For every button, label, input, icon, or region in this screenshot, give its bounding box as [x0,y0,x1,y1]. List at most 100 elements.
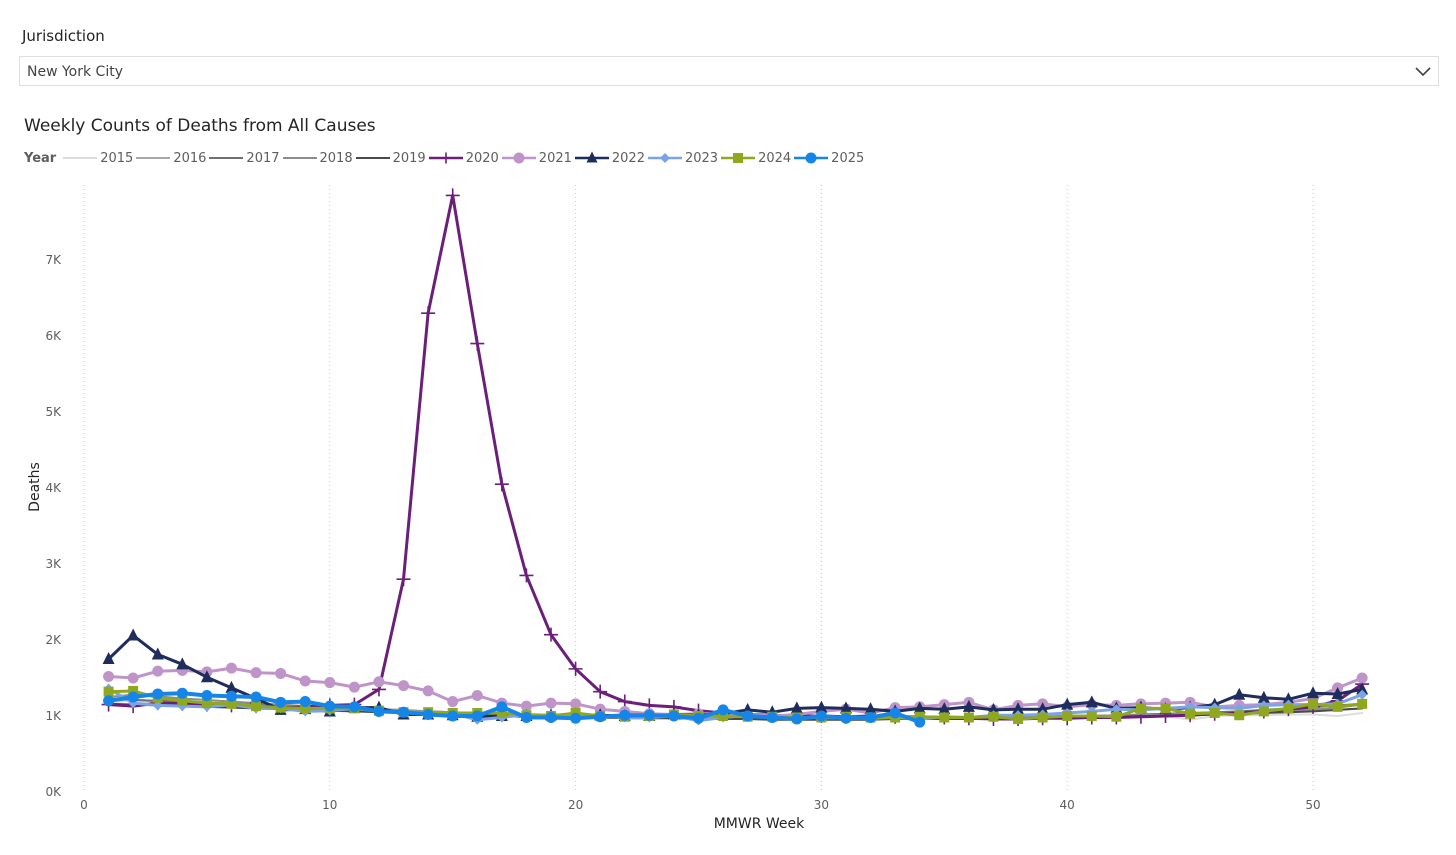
point-2021-w11 [348,681,360,693]
legend-item-2025[interactable]: 2025 [793,151,864,166]
point-2022-w1 [102,652,115,664]
point-2024-w40 [1062,711,1073,721]
x-tick-label-30: 30 [814,798,829,812]
point-2022-w32 [864,702,877,715]
filter-label: Jurisdiction [22,27,105,45]
point-2020-w19 [544,627,559,642]
point-2021-w1 [103,670,115,682]
y-tick-label-4000: 4K [45,481,62,495]
point-2023-w52 [1357,689,1368,700]
x-tick-label-10: 10 [322,798,337,812]
legend-item-2015[interactable]: 2015 [62,151,133,166]
point-2025-w11 [348,701,360,713]
legend-swatch-2017 [209,157,244,159]
point-2021-w7 [250,667,262,679]
series-2025 [103,687,926,728]
point-2025-w21 [594,711,606,723]
point-2025-w28 [766,712,778,724]
point-2021-w15 [447,696,459,708]
legend-swatch-2018 [282,157,317,159]
point-2022-w3 [151,647,164,660]
legend-label-2017: 2017 [246,150,280,166]
point-2025-w10 [324,700,336,712]
legend-swatch-2024 [721,153,756,163]
point-2024-w50 [1308,698,1318,709]
point-2024-w46 [1209,707,1220,718]
point-2025-w15 [447,710,459,722]
point-2024-w42 [1111,711,1122,722]
point-2022-w5 [200,670,213,683]
point-2022-w36 [962,699,975,712]
legend-label-2016: 2016 [173,150,207,166]
point-2022-w31 [839,701,852,714]
legend-swatch-2022 [574,151,609,163]
legend-item-2019[interactable]: 2019 [355,151,426,166]
y-tick-label-5000: 5K [45,405,62,419]
point-2024-w4 [177,695,188,706]
series-line-2020 [107,193,1364,721]
y-tick-label-2000: 2K [45,633,62,647]
point-2025-w34 [914,716,926,728]
legend-swatch-2023 [647,153,682,163]
point-2022-w39 [1036,702,1049,715]
point-2024-w35 [939,712,950,723]
point-2021-w8 [275,667,287,679]
legend-label-2024: 2024 [758,150,792,166]
legend-label-2015: 2015 [100,150,134,166]
jurisdiction-dropdown[interactable]: New York City [19,56,1439,86]
point-2021-w20 [570,698,582,710]
point-2024-w37 [988,711,999,722]
series-line-2024 [107,689,1364,721]
y-tick-label-0: 0K [45,785,62,799]
chart-title: Weekly Counts of Deaths from All Causes [24,116,376,136]
point-2021-w2 [127,672,139,684]
point-2020-w16 [470,336,485,351]
point-2022-w52 [1356,682,1369,695]
point-2020-w13 [396,572,411,587]
legend-item-2021[interactable]: 2021 [501,151,572,166]
point-2021-w16 [471,689,483,701]
legend-item-2017[interactable]: 2017 [208,150,280,166]
chevron-down-icon[interactable] [1412,60,1434,82]
point-2025-w30 [815,710,827,722]
series-line-2025 [106,691,922,725]
legend-item-2020[interactable]: 2020 [428,151,499,166]
y-tick-label-6000: 6K [45,329,62,343]
point-2024-w7 [251,701,262,712]
legend-item-2023[interactable]: 2023 [647,151,718,166]
point-2024-w47 [1234,710,1245,721]
point-2022-w35 [938,702,951,715]
point-2024-w1 [103,686,114,697]
point-2024-w38 [1013,714,1024,725]
legend-item-2018[interactable]: 2018 [282,151,353,166]
point-2025-w33 [889,707,901,719]
legend-item-2024[interactable]: 2024 [720,151,791,166]
y-tick-label-1000: 1K [45,709,62,723]
legend-swatch-2021 [501,152,536,164]
point-2025-w26 [717,704,729,716]
legend-swatch-2025 [794,152,829,164]
point-2025-w4 [176,687,188,699]
point-2025-w29 [791,713,803,725]
y-tick-label-7000: 7K [45,253,62,267]
point-2025-w17 [496,701,508,713]
point-2024-w45 [1185,708,1196,719]
point-2024-w48 [1258,706,1269,717]
legend-title: Year [24,150,57,166]
point-2020-w18 [519,568,534,583]
point-2024-w6 [226,698,237,709]
series-2020 [101,188,1370,727]
point-2020-w15 [445,188,460,203]
point-2021-w52 [1356,672,1368,684]
legend-item-2022[interactable]: 2022 [574,151,645,166]
point-2022-w47 [1233,687,1246,700]
point-2025-w13 [398,706,410,718]
point-2021-w18 [520,700,532,712]
point-2025-w1 [103,695,115,707]
point-2025-w31 [840,712,852,724]
legend-label-2019: 2019 [392,150,426,166]
point-2024-w51 [1332,701,1343,712]
legend-marker-2025 [805,152,817,164]
legend-item-2016[interactable]: 2016 [135,151,206,166]
point-2025-w32 [865,712,877,724]
